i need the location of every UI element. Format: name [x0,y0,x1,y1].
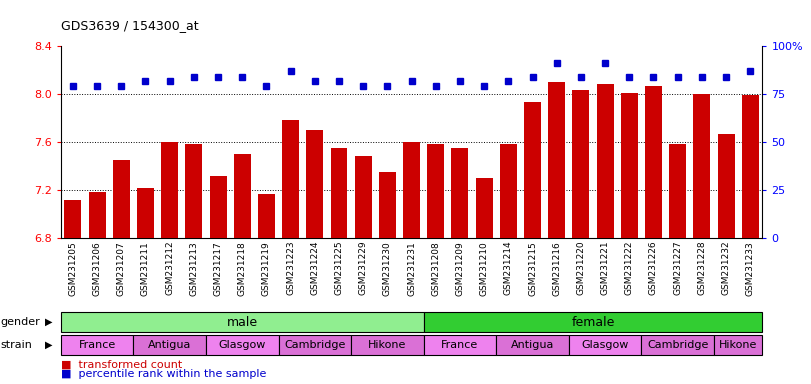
Bar [693,94,710,238]
Text: Glasgow: Glasgow [581,340,629,350]
Bar [137,188,154,238]
Text: ■  transformed count: ■ transformed count [61,360,182,370]
Bar [548,82,565,238]
Bar [718,134,735,238]
Bar [403,142,420,238]
Text: Cambridge: Cambridge [647,340,708,350]
Bar [186,144,202,238]
Bar [500,144,517,238]
Bar [452,148,469,238]
Text: Cambridge: Cambridge [284,340,345,350]
Bar [573,91,590,238]
Bar [621,93,637,238]
Bar [669,144,686,238]
Bar [379,172,396,238]
Bar [742,95,759,238]
Bar [282,121,299,238]
Bar [161,142,178,238]
Text: France: France [441,340,478,350]
Bar [524,103,541,238]
Text: female: female [571,316,615,329]
Text: Glasgow: Glasgow [218,340,266,350]
Bar [645,86,662,238]
Text: GDS3639 / 154300_at: GDS3639 / 154300_at [61,19,199,32]
Text: ▶: ▶ [45,340,53,350]
Text: Antigua: Antigua [148,340,191,350]
Bar [427,144,444,238]
Text: gender: gender [1,317,41,327]
Text: strain: strain [1,340,32,350]
Bar [64,200,81,238]
Text: ▶: ▶ [45,317,53,327]
Bar [258,194,275,238]
Bar [307,130,324,238]
Bar [88,192,105,238]
Text: Hikone: Hikone [719,340,757,350]
Text: male: male [227,316,258,329]
Bar [476,178,492,238]
Text: ■  percentile rank within the sample: ■ percentile rank within the sample [61,369,266,379]
Text: Antigua: Antigua [511,340,554,350]
Text: France: France [79,340,116,350]
Bar [234,154,251,238]
Bar [354,157,371,238]
Bar [209,176,226,238]
Bar [331,148,347,238]
Bar [113,160,130,238]
Bar [597,84,614,238]
Text: Hikone: Hikone [368,340,406,350]
